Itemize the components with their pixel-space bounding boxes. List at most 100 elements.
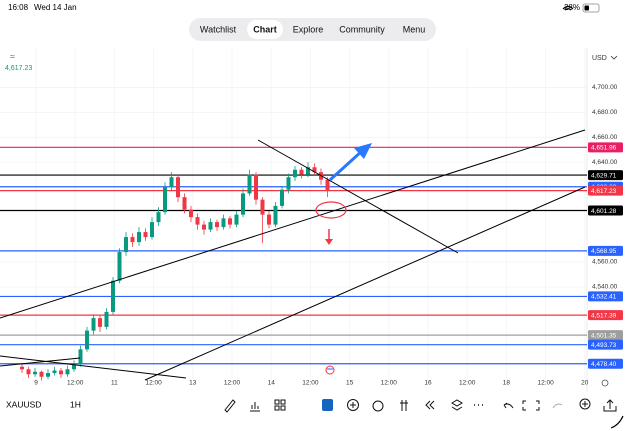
nav-tab[interactable]: Explore — [293, 24, 324, 34]
alert-add-button[interactable] — [579, 398, 591, 410]
symbol[interactable]: XAUUSD — [6, 399, 41, 409]
last-price-top: 4,617.23 — [5, 65, 32, 72]
indicators-tool[interactable] — [250, 402, 260, 412]
time-axis: 9 12:00 11 12:00 13 12:00 14 12:00 15 12:00 16 12:0… — [34, 380, 589, 387]
level-label-box — [588, 330, 623, 341]
interval[interactable]: 1H — [70, 399, 81, 409]
fullscreen-button[interactable] — [522, 400, 540, 411]
candle-body — [195, 217, 200, 225]
replay-button[interactable] — [425, 400, 435, 410]
time-label: 13 — [189, 380, 197, 387]
candle-body — [215, 222, 219, 228]
trend-line — [0, 357, 81, 367]
candle-body — [254, 174, 258, 200]
time-label: 14 — [268, 380, 276, 387]
templates-tool-part — [280, 399, 286, 405]
candle-body — [46, 373, 50, 377]
candle-body — [306, 167, 310, 175]
axis-settings[interactable] — [601, 379, 609, 387]
nav-tab[interactable]: Chart — [253, 24, 277, 34]
time-label: 12:00 — [381, 380, 398, 387]
arrow-up-head — [354, 143, 372, 159]
toolbar-icons — [224, 398, 617, 413]
candle-body — [124, 237, 128, 253]
nav-tab[interactable]: Community — [339, 24, 385, 34]
nav-tabs: Watchlist Chart Explore Community Menu — [200, 20, 425, 39]
candle-body — [143, 232, 148, 238]
candle-body — [78, 349, 83, 365]
arrow-down-head — [325, 239, 333, 245]
draw-tool[interactable] — [224, 399, 236, 413]
candles — [20, 162, 330, 381]
nav-tab[interactable]: Menu — [403, 24, 426, 34]
share-button[interactable] — [603, 399, 617, 412]
wifi-icon — [562, 5, 574, 11]
undo-button[interactable] — [503, 402, 514, 409]
add-button[interactable] — [347, 399, 359, 411]
brand-button[interactable] — [322, 399, 333, 411]
redo-button[interactable] — [552, 403, 563, 409]
currency-caret — [610, 55, 618, 60]
level-label: 4,517.39 — [591, 312, 617, 319]
candle-body — [163, 187, 167, 213]
level-label-box — [588, 170, 623, 181]
candle-body — [176, 177, 180, 198]
battery-level — [584, 5, 589, 11]
level-label-box — [588, 291, 623, 302]
layers-button[interactable] — [451, 399, 463, 411]
time-label: 15 — [346, 380, 354, 387]
candle-body — [221, 218, 226, 228]
level-label-box — [588, 358, 623, 369]
level-label-box — [588, 142, 623, 153]
level-label: 4,651.96 — [591, 145, 617, 152]
candle-body — [241, 193, 245, 215]
price-tick-label: 4,660.00 — [592, 134, 618, 141]
price-tick-label: 4,640.00 — [592, 159, 618, 166]
templates-tool-part — [280, 405, 286, 411]
candle-body — [169, 177, 174, 188]
home-indicator — [610, 415, 624, 429]
event-flag[interactable] — [325, 365, 335, 375]
candle-body — [267, 214, 271, 225]
trend-line — [0, 129, 586, 319]
candle-body — [26, 369, 31, 375]
battery-icon — [582, 3, 600, 13]
level-label: 4,501.35 — [591, 332, 617, 339]
candle-type[interactable] — [400, 400, 408, 411]
candle-body — [182, 197, 187, 210]
candle-body — [273, 205, 278, 225]
candle-body — [260, 199, 265, 215]
candle-body — [293, 169, 297, 178]
price-tick-label: 4,680.00 — [592, 109, 618, 116]
nav-tab[interactable]: Watchlist — [200, 24, 237, 34]
currency-label: USD — [592, 55, 607, 62]
level-label-box — [588, 245, 623, 256]
candle-body — [33, 371, 37, 375]
alert-button[interactable] — [372, 400, 384, 412]
level-label: 4,629.71 — [591, 172, 617, 179]
price-tick-label: 4,540.00 — [592, 284, 618, 291]
candle-body — [104, 311, 109, 327]
time-label: 12:00 — [302, 380, 319, 387]
candle-body — [299, 169, 304, 175]
candle-body — [150, 222, 154, 238]
time-label: 12:00 — [459, 380, 476, 387]
templates-tool[interactable] — [274, 399, 280, 405]
templates-tool-part — [274, 405, 280, 411]
nav-tab-active — [247, 20, 283, 39]
trend-lines — [0, 129, 586, 381]
candle-body — [52, 370, 57, 374]
time-label: 12:00 — [537, 380, 554, 387]
alert-add-plus — [582, 401, 588, 407]
level-label: 4,532.41 — [591, 294, 617, 301]
highlight-circle — [315, 201, 347, 219]
time-label: 12:00 — [145, 380, 162, 387]
candle-body — [111, 280, 115, 312]
candle-body — [72, 364, 76, 370]
level-label-box — [588, 205, 623, 216]
candle-body — [312, 167, 317, 173]
candle-body — [286, 177, 291, 190]
